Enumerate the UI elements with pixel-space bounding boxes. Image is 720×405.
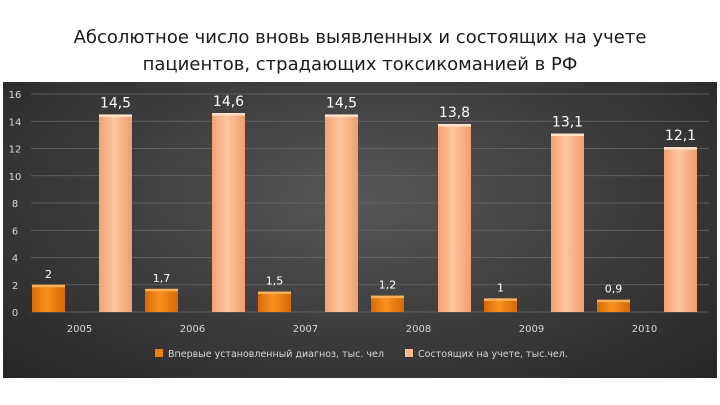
- data-label: 13,8: [439, 105, 470, 121]
- x-tick-label: 2010: [632, 324, 657, 335]
- x-tick-label: 2005: [67, 324, 92, 335]
- legend-label: Впервые установленный диагноз, тыс. чел: [168, 349, 384, 360]
- bar-highlight: [664, 147, 697, 150]
- bar-series-1: [484, 298, 517, 312]
- x-tick-label: 2008: [406, 324, 431, 335]
- y-tick-label: 14: [9, 117, 22, 128]
- bar-series-2: [438, 123, 471, 312]
- chart-title: Абсолютное число вновь выявленных и сост…: [0, 24, 720, 78]
- bar-series-2: [664, 147, 697, 312]
- bar-highlight: [484, 298, 517, 301]
- y-tick-label: 2: [12, 281, 18, 292]
- bar-chart: 0 2 4 6 8 10 12 14 16 2 14,5 2005 1,7 14,6 2006 1,5 14,5…: [9, 90, 709, 360]
- data-label: 13,1: [552, 115, 583, 131]
- data-label: 1: [497, 281, 504, 294]
- bar-highlight: [551, 133, 584, 137]
- data-label: 2: [45, 268, 52, 281]
- y-tick-label: 4: [12, 254, 18, 265]
- bar-series-2: [99, 114, 132, 312]
- legend-swatch: [405, 349, 413, 357]
- legend-swatch: [155, 349, 163, 357]
- bar-highlight: [597, 299, 630, 303]
- bar-series-1: [597, 299, 630, 312]
- chart-panel: 0 2 4 6 8 10 12 14 16 2 14,5 2005 1,7 14,6 2006 1,5 14,5…: [3, 82, 717, 378]
- y-tick-label: 16: [9, 90, 22, 101]
- data-label: 14,6: [213, 94, 244, 110]
- data-label: 0,9: [605, 283, 623, 296]
- data-label: 1,5: [266, 275, 284, 288]
- x-tick-label: 2007: [293, 324, 318, 335]
- bar-series-2: [325, 114, 358, 312]
- bar-series-2: [212, 113, 245, 312]
- bar-highlight: [438, 123, 471, 127]
- bar-highlight: [145, 288, 178, 292]
- chart-title-line-2: пациентов, страдающих токсикоманией в РФ: [142, 54, 578, 75]
- bar-series-1: [258, 291, 291, 312]
- data-label: 14,5: [100, 95, 131, 111]
- bar-highlight: [325, 114, 358, 117]
- bar-highlight: [32, 284, 65, 288]
- chart-title-line-1: Абсолютное число вновь выявленных и сост…: [73, 27, 647, 48]
- y-tick-label: 10: [9, 172, 22, 183]
- legend-label: Состоящих на учете, тыс.чел.: [418, 349, 568, 360]
- data-label: 1,7: [153, 272, 171, 285]
- bar-highlight: [212, 113, 245, 116]
- y-tick-label: 12: [9, 145, 22, 156]
- y-tick-label: 0: [12, 308, 18, 319]
- bar-highlight: [99, 114, 132, 117]
- y-tick-label: 6: [12, 226, 18, 237]
- y-tick-label: 8: [12, 199, 18, 210]
- x-tick-label: 2006: [180, 324, 205, 335]
- data-label: 14,5: [326, 95, 357, 111]
- x-tick-label: 2009: [519, 324, 544, 335]
- bar-series-2: [551, 133, 584, 312]
- bar-series-1: [32, 284, 65, 312]
- data-label: 1,2: [379, 279, 397, 292]
- bar-series-1: [371, 295, 404, 312]
- data-label: 12,1: [665, 128, 696, 144]
- bar-highlight: [258, 291, 291, 295]
- bar-series-1: [145, 288, 178, 312]
- bar-highlight: [371, 295, 404, 299]
